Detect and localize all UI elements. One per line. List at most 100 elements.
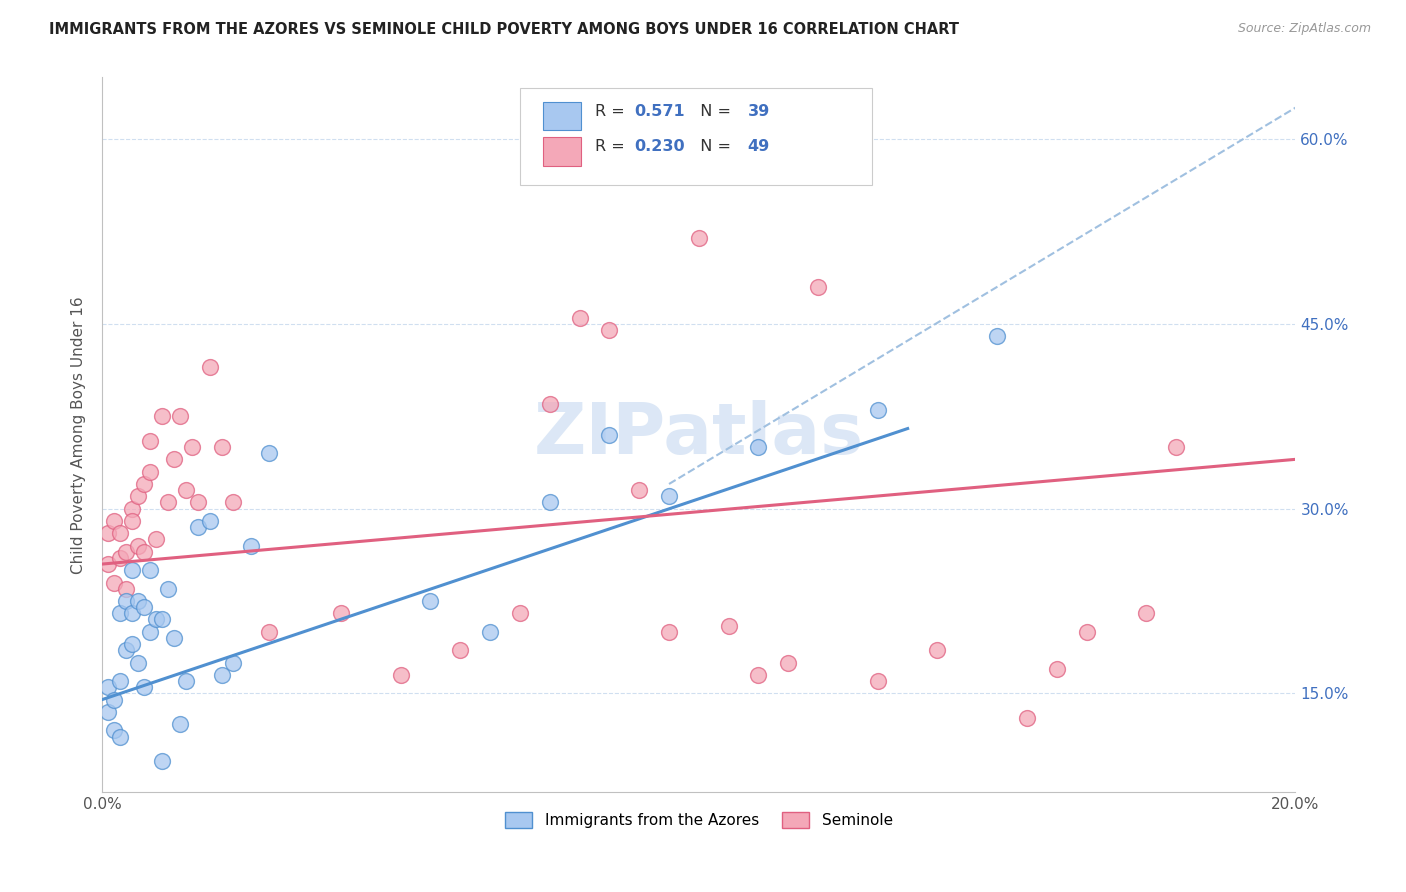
Point bbox=[717, 618, 740, 632]
Point bbox=[1135, 607, 1157, 621]
Point bbox=[747, 668, 769, 682]
Point bbox=[169, 409, 191, 424]
Point bbox=[108, 550, 131, 565]
Text: N =: N = bbox=[690, 139, 737, 154]
Point bbox=[174, 674, 197, 689]
Text: Source: ZipAtlas.com: Source: ZipAtlas.com bbox=[1237, 22, 1371, 36]
Text: IMMIGRANTS FROM THE AZORES VS SEMINOLE CHILD POVERTY AMONG BOYS UNDER 16 CORRELA: IMMIGRANTS FROM THE AZORES VS SEMINOLE C… bbox=[49, 22, 959, 37]
Point bbox=[169, 717, 191, 731]
Point bbox=[108, 674, 131, 689]
Point bbox=[127, 656, 149, 670]
Point bbox=[121, 514, 143, 528]
Point bbox=[115, 545, 138, 559]
Point bbox=[927, 643, 949, 657]
Point bbox=[132, 545, 155, 559]
Point bbox=[1076, 624, 1098, 639]
Point bbox=[198, 359, 221, 374]
Text: 0.230: 0.230 bbox=[634, 139, 685, 154]
Point bbox=[145, 533, 167, 547]
Point bbox=[108, 607, 131, 621]
Point bbox=[538, 495, 561, 509]
Text: ZIPatlas: ZIPatlas bbox=[534, 401, 863, 469]
FancyBboxPatch shape bbox=[543, 102, 581, 130]
Text: 39: 39 bbox=[748, 103, 770, 119]
Point bbox=[807, 280, 830, 294]
Point bbox=[103, 723, 125, 738]
Point bbox=[747, 440, 769, 454]
Point bbox=[115, 643, 138, 657]
Point bbox=[121, 501, 143, 516]
Point bbox=[866, 674, 889, 689]
Point bbox=[187, 520, 209, 534]
Point bbox=[97, 526, 120, 541]
Point bbox=[121, 607, 143, 621]
Text: 49: 49 bbox=[748, 139, 770, 154]
Point bbox=[132, 680, 155, 694]
Point bbox=[538, 397, 561, 411]
Point bbox=[150, 409, 173, 424]
Point bbox=[449, 643, 471, 657]
Text: R =: R = bbox=[595, 103, 630, 119]
Point bbox=[139, 465, 162, 479]
Point bbox=[103, 514, 125, 528]
Point bbox=[419, 594, 441, 608]
Point bbox=[222, 495, 245, 509]
Text: N =: N = bbox=[690, 103, 737, 119]
Point bbox=[628, 483, 651, 497]
Point bbox=[150, 754, 173, 768]
Point bbox=[103, 575, 125, 590]
Point bbox=[139, 434, 162, 448]
Point bbox=[156, 582, 179, 596]
Point bbox=[259, 446, 281, 460]
Point bbox=[97, 705, 120, 719]
Text: R =: R = bbox=[595, 139, 630, 154]
Point bbox=[127, 539, 149, 553]
Point bbox=[986, 329, 1008, 343]
Point bbox=[329, 607, 352, 621]
Legend: Immigrants from the Azores, Seminole: Immigrants from the Azores, Seminole bbox=[499, 806, 898, 834]
Point bbox=[598, 323, 620, 337]
Point bbox=[139, 624, 162, 639]
Point bbox=[103, 692, 125, 706]
Point bbox=[108, 526, 131, 541]
Point bbox=[115, 594, 138, 608]
Point bbox=[658, 489, 681, 503]
Point bbox=[222, 656, 245, 670]
Point bbox=[866, 403, 889, 417]
Point bbox=[1046, 662, 1069, 676]
Text: 0.571: 0.571 bbox=[634, 103, 685, 119]
Point bbox=[198, 514, 221, 528]
Point bbox=[568, 310, 591, 325]
Point bbox=[108, 730, 131, 744]
Point bbox=[1166, 440, 1188, 454]
Point bbox=[1015, 711, 1038, 725]
Point bbox=[156, 495, 179, 509]
Point bbox=[163, 631, 186, 645]
FancyBboxPatch shape bbox=[543, 137, 581, 166]
Point bbox=[121, 637, 143, 651]
Point bbox=[688, 230, 710, 244]
Point bbox=[658, 624, 681, 639]
Point bbox=[598, 427, 620, 442]
Y-axis label: Child Poverty Among Boys Under 16: Child Poverty Among Boys Under 16 bbox=[72, 296, 86, 574]
Point bbox=[778, 656, 800, 670]
Point bbox=[163, 452, 186, 467]
Point bbox=[139, 563, 162, 577]
Point bbox=[145, 612, 167, 626]
Point bbox=[211, 440, 233, 454]
Point bbox=[259, 624, 281, 639]
Point bbox=[240, 539, 263, 553]
Point bbox=[127, 594, 149, 608]
FancyBboxPatch shape bbox=[520, 88, 872, 185]
Point bbox=[180, 440, 202, 454]
Point bbox=[150, 612, 173, 626]
Point bbox=[97, 557, 120, 571]
Point bbox=[509, 607, 531, 621]
Point bbox=[121, 563, 143, 577]
Point bbox=[132, 477, 155, 491]
Point bbox=[115, 582, 138, 596]
Point bbox=[389, 668, 412, 682]
Point bbox=[479, 624, 502, 639]
Point bbox=[97, 680, 120, 694]
Point bbox=[211, 668, 233, 682]
